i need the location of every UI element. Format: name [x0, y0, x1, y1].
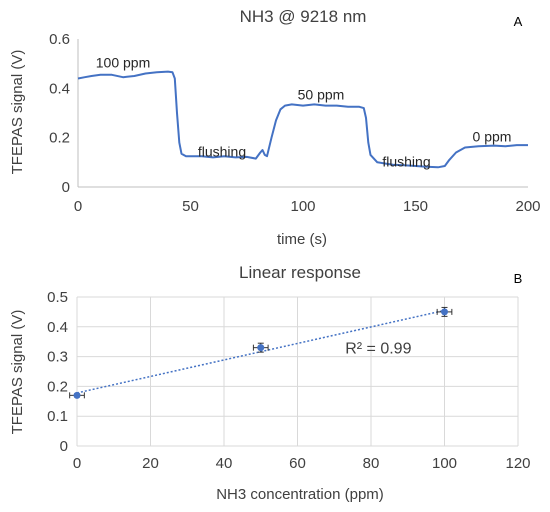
y-tick-labels: 0 0.1 0.2 0.3 0.4 0.5	[47, 289, 68, 455]
y-tick-label: 0.4	[49, 80, 70, 97]
y-tick-label: 0.6	[49, 31, 70, 48]
y-tick-label: 0.1	[47, 408, 68, 425]
y-tick-label: 0.2	[47, 378, 68, 395]
data-marker	[257, 344, 265, 352]
annotation-label: flushing	[198, 143, 246, 159]
y-tick-label: 0	[60, 438, 68, 455]
data-points	[69, 306, 453, 399]
x-axis-title: time (s)	[277, 231, 327, 248]
x-tick-label: 60	[289, 455, 306, 472]
data-marker	[73, 391, 81, 399]
grid-lines	[76, 296, 519, 447]
r-squared-label: R² = 0.99	[345, 341, 411, 358]
x-tick-label: 150	[403, 198, 428, 215]
y-tick-label: 0.4	[47, 319, 68, 336]
y-tick-label: 0.3	[47, 349, 68, 366]
x-tick-label: 100	[290, 198, 315, 215]
x-tick-labels: 0 20 40 60 80 100 120	[73, 455, 531, 472]
annotation-label: 100 ppm	[96, 55, 150, 71]
x-tick-label: 0	[73, 455, 81, 472]
panel-label: B	[514, 271, 523, 286]
x-tick-label: 100	[432, 455, 457, 472]
panel-b: Linear response B 0 0.1 0.2 0.3 0.4 0.5 0 20 40…	[9, 263, 531, 503]
data-point	[69, 391, 85, 399]
x-tick-label: 0	[74, 198, 82, 215]
x-tick-label: 40	[216, 455, 233, 472]
x-tick-label: 50	[182, 198, 199, 215]
chart-title: NH3 @ 9218 nm	[240, 7, 367, 26]
annotation-label: 50 ppm	[298, 87, 345, 103]
y-tick-label: 0.5	[47, 289, 68, 306]
annotation-label: 0 ppm	[473, 129, 512, 145]
x-tick-label: 120	[505, 455, 530, 472]
y-axis-title: TFEPAS signal (V)	[9, 310, 26, 435]
y-tick-labels: 0 0.2 0.4 0.6	[49, 31, 70, 196]
x-tick-label: 200	[515, 198, 540, 215]
x-tick-label: 80	[363, 455, 380, 472]
chart-title: Linear response	[239, 263, 361, 282]
y-tick-label: 0.2	[49, 130, 70, 147]
annotation-label: flushing	[382, 153, 430, 169]
data-point	[252, 342, 269, 353]
panel-label: A	[514, 14, 523, 29]
series-line	[77, 70, 528, 169]
x-tick-labels: 0 50 100 150 200	[74, 198, 541, 215]
x-axis-title: NH3 concentration (ppm)	[216, 486, 384, 503]
data-point	[436, 306, 453, 317]
annotation-group: 100 ppm flushing 50 ppm flushing 0 ppm	[96, 55, 512, 170]
x-tick-label: 20	[142, 455, 159, 472]
series-group	[77, 70, 528, 169]
y-tick-label: 0	[62, 179, 70, 196]
data-marker	[441, 308, 448, 316]
y-axis-title: TFEPAS signal (V)	[9, 50, 26, 175]
panel-a: NH3 @ 9218 nm A 00.20.40.6 0 50 100 150 200 …	[9, 7, 541, 248]
